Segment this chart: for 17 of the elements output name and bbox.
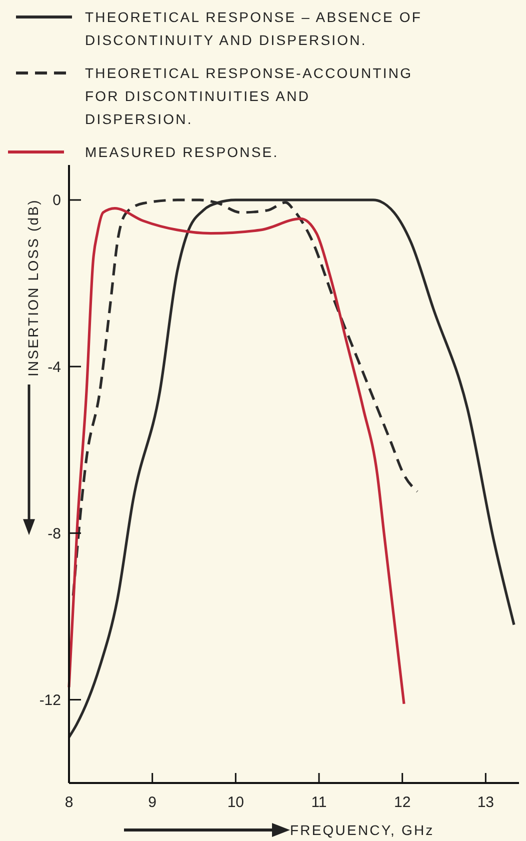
- x-tick-label: 10: [227, 794, 244, 811]
- x-axis-title: FREQUENCY, GHz: [290, 822, 434, 838]
- legend-label: MEASURED RESPONSE.: [85, 144, 279, 160]
- y-axis-title: INSERTION LOSS (dB): [25, 198, 41, 377]
- x-tick-label: 11: [311, 794, 327, 811]
- x-tick-label: 9: [148, 794, 157, 811]
- line-series: [68, 207, 406, 706]
- legend-label: THEORETICAL RESPONSE – ABSENCE OF DISCONTINUITY AND DISPERSION.: [85, 9, 422, 48]
- x-tick-label: 8: [64, 794, 74, 811]
- y-tick-label: -4: [48, 358, 61, 376]
- legend-label: THEORETICAL RESPONSE-ACCOUNTING FOR DISCONTINUITIES AND DISPERSION.: [85, 65, 413, 127]
- y-tick-label: -8: [48, 525, 61, 542]
- x-tick-label: 13: [477, 794, 494, 811]
- line-series: [68, 198, 516, 738]
- y-tick-label: 0: [52, 192, 61, 210]
- x-tick-label: 12: [394, 794, 411, 811]
- y-tick-label: -12: [39, 692, 61, 709]
